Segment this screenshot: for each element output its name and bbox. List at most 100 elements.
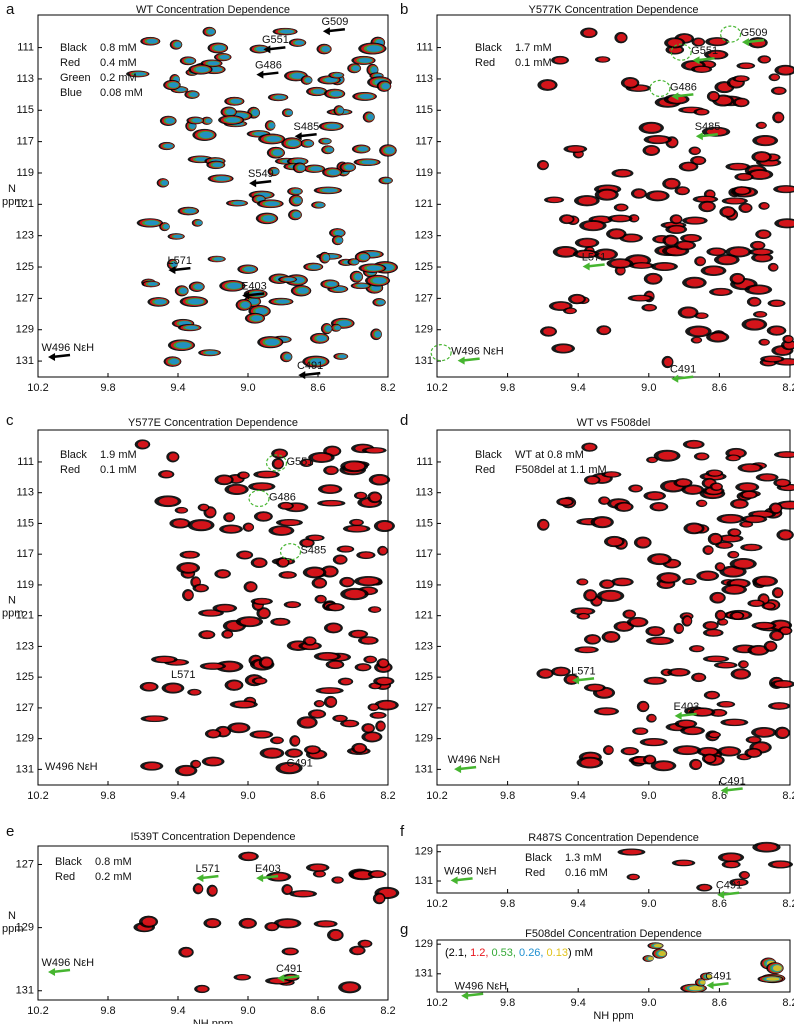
peak-contour xyxy=(709,732,720,737)
peak-arrow-head xyxy=(695,132,703,141)
peak-contour xyxy=(364,724,374,732)
peak-contour xyxy=(685,579,696,584)
peak-contour xyxy=(742,522,752,527)
peak-contour xyxy=(598,57,609,62)
peak-contour xyxy=(305,141,313,146)
peak-contour xyxy=(651,555,669,564)
y-tick-label: 119 xyxy=(415,579,433,591)
peak-contour xyxy=(697,313,707,318)
peak-contour xyxy=(772,703,788,709)
peak-contour xyxy=(601,591,621,600)
peak-contour xyxy=(240,618,260,626)
legend-part: 0.26, xyxy=(519,947,547,959)
peak-contour xyxy=(665,236,677,245)
peak-contour xyxy=(293,211,301,218)
panel-letter: g xyxy=(400,921,408,938)
peak-arrow-head xyxy=(48,353,56,362)
x-tick-label: 8.6 xyxy=(712,997,727,1009)
plot-frame xyxy=(37,429,389,786)
legend-value: 0.2 mM xyxy=(100,72,137,84)
peak-contour xyxy=(706,630,721,636)
peak-contour xyxy=(137,441,149,448)
peak-contour xyxy=(778,452,794,457)
peak-contour xyxy=(377,521,393,531)
peak-contour xyxy=(165,118,175,124)
peak-contour xyxy=(200,504,209,511)
peak-arrow-head xyxy=(294,132,302,141)
y-tick-label: 127 xyxy=(16,858,34,870)
panel-title: WT Concentration Dependence xyxy=(136,4,290,16)
peak-contour xyxy=(686,441,702,448)
peak-contour xyxy=(694,66,710,72)
panel-title: Y577K Concentration Dependence xyxy=(528,4,698,16)
peak-contour xyxy=(305,77,312,83)
peak-contour xyxy=(371,871,385,877)
peak-contour xyxy=(721,747,739,755)
peak-contour xyxy=(650,638,671,644)
peak-contour xyxy=(330,930,342,940)
peak-contour xyxy=(678,242,694,249)
panel: f R487S Concentration Dependence 10.2 9.8 9.… xyxy=(400,823,794,910)
peak-contour xyxy=(174,42,182,48)
peak-contour xyxy=(181,948,192,956)
peak-contour xyxy=(701,202,714,211)
peak-contour xyxy=(653,503,666,510)
peak-contour xyxy=(195,885,203,893)
peak-contour xyxy=(755,728,774,736)
peak-contour xyxy=(307,568,324,577)
peak-contour xyxy=(697,196,715,202)
peak-arrow-head xyxy=(242,291,250,300)
x-tick-label: 9.8 xyxy=(500,898,515,910)
y-tick-label: 129 xyxy=(415,733,433,745)
peak-contour xyxy=(184,208,196,214)
peak-contour xyxy=(357,664,370,670)
peak-contour xyxy=(760,56,770,63)
y-tick-label: 131 xyxy=(415,355,433,367)
peak-label: W496 NεH xyxy=(444,865,497,877)
peak-contour xyxy=(324,77,338,83)
peak-contour xyxy=(206,508,216,517)
y-tick-label: 125 xyxy=(415,261,433,273)
peak-contour xyxy=(379,547,387,555)
peak-contour xyxy=(320,688,340,693)
peak-contour xyxy=(206,919,220,927)
peak-contour xyxy=(658,951,666,957)
peak-contour xyxy=(739,63,753,68)
peak-contour xyxy=(278,919,298,927)
x-tick-label: 10.2 xyxy=(27,790,48,802)
peak-contour xyxy=(175,342,191,349)
y-tick-label: 119 xyxy=(16,167,34,179)
peak-arrow-head xyxy=(256,874,264,883)
peak-contour xyxy=(648,457,657,463)
peak-contour xyxy=(718,255,737,264)
peak-arrow-head xyxy=(720,786,728,795)
peak-contour xyxy=(567,146,585,152)
peak-arrow-head xyxy=(706,981,714,990)
peak-contour xyxy=(214,45,226,51)
y-tick-label: 115 xyxy=(16,517,34,529)
peak-contour xyxy=(631,485,642,492)
panel: g F508del Concentration Dependence 10.2 9.8… xyxy=(400,921,794,1022)
y-tick-label: 117 xyxy=(415,548,433,560)
y-axis-unit: ppm xyxy=(2,607,23,619)
peak-contour xyxy=(766,642,776,650)
peak-contour xyxy=(675,624,683,633)
peak-contour xyxy=(147,282,158,286)
peak-label: W496 NεH xyxy=(45,761,98,773)
y-tick-label: 123 xyxy=(16,640,34,652)
peak-contour xyxy=(316,335,327,342)
peak-contour xyxy=(359,577,379,585)
x-tick-label: 9.0 xyxy=(641,997,656,1009)
x-tick-label: 8.6 xyxy=(310,1005,325,1017)
peak-contour xyxy=(274,459,283,468)
peak-contour xyxy=(746,320,764,329)
peak-contour xyxy=(629,874,639,880)
peak-arrow-head xyxy=(48,968,56,977)
y-tick-label: 113 xyxy=(16,487,34,499)
peak-contour xyxy=(700,572,717,580)
peak-contour xyxy=(272,169,279,174)
y-tick-label: 111 xyxy=(416,456,433,468)
peak-contour xyxy=(764,356,782,362)
panel-title: F508del Concentration Dependence xyxy=(525,928,702,940)
peak-contour xyxy=(196,220,203,225)
